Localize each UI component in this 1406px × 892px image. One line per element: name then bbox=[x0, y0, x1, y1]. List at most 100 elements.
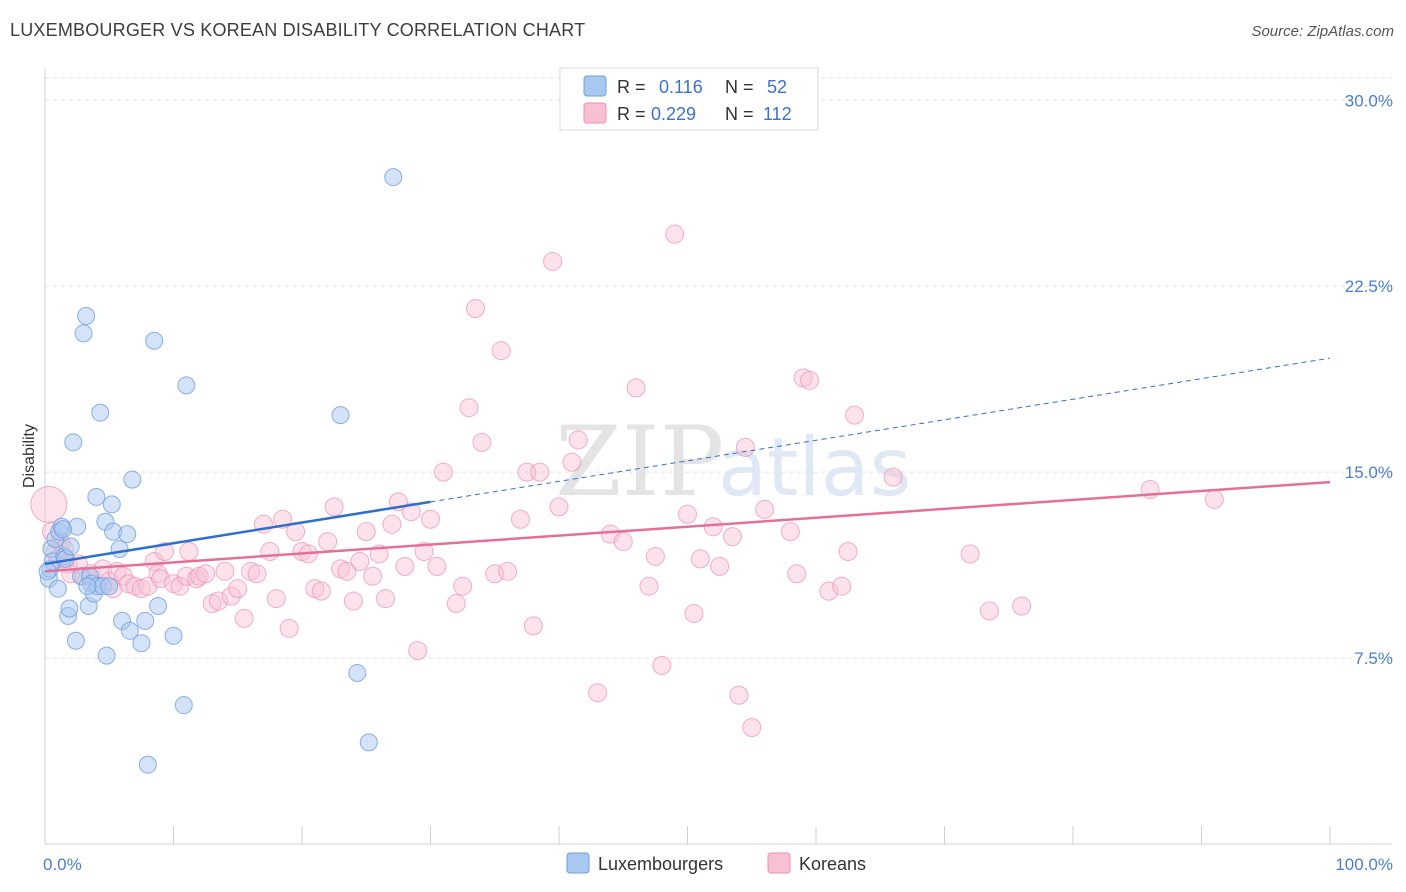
koreans-point bbox=[735, 437, 755, 457]
legend-n-koreans: 112 bbox=[763, 104, 792, 124]
koreans-point bbox=[498, 561, 518, 581]
series-legend-luxembourgers: Luxembourgers bbox=[598, 854, 723, 874]
koreans-point bbox=[208, 591, 228, 611]
chart-title: LUXEMBOURGER VS KOREAN DISABILITY CORREL… bbox=[10, 20, 586, 40]
koreans-point bbox=[343, 591, 363, 611]
axes bbox=[44, 68, 1392, 845]
x-tick-label: 100.0% bbox=[1335, 855, 1393, 874]
y-tick-label: 22.5% bbox=[1345, 277, 1393, 296]
luxembourgers-point bbox=[132, 634, 151, 653]
luxembourgers-points bbox=[38, 168, 403, 774]
koreans-point bbox=[382, 514, 402, 534]
koreans-point bbox=[960, 544, 980, 564]
koreans-point bbox=[787, 564, 807, 584]
series-legend-swatch-luxembourgers bbox=[566, 852, 590, 874]
koreans-point bbox=[832, 576, 852, 596]
koreans-point bbox=[665, 224, 685, 244]
koreans-point bbox=[151, 569, 171, 589]
koreans-point bbox=[549, 497, 569, 517]
koreans-point bbox=[324, 497, 344, 517]
koreans-point bbox=[311, 581, 331, 601]
luxembourgers-point bbox=[348, 663, 367, 682]
luxembourgers-point bbox=[359, 733, 378, 752]
koreans-point bbox=[279, 618, 299, 638]
legend-swatch-koreans bbox=[583, 102, 607, 124]
koreans-trend-line bbox=[44, 480, 1331, 573]
koreans-point bbox=[318, 532, 338, 552]
koreans-point bbox=[337, 561, 357, 581]
koreans-point bbox=[453, 576, 473, 596]
koreans-point bbox=[510, 509, 530, 529]
luxembourgers-point bbox=[138, 755, 157, 774]
trend-lines bbox=[44, 357, 1331, 573]
luxembourgers-point bbox=[136, 611, 155, 630]
legend-r-label: R = bbox=[617, 77, 646, 97]
koreans-point bbox=[228, 579, 248, 599]
koreans-point bbox=[260, 541, 280, 561]
koreans-point bbox=[221, 586, 241, 606]
koreans-point bbox=[838, 541, 858, 561]
koreans-point bbox=[472, 432, 492, 452]
legend-n-label: N = bbox=[725, 77, 754, 97]
series-legend: Luxembourgers Koreans bbox=[566, 852, 866, 874]
luxembourgers-point bbox=[53, 520, 72, 539]
koreans-point bbox=[187, 569, 207, 589]
legend-r-luxembourgers: 0.116 bbox=[659, 77, 703, 97]
luxembourgers-point bbox=[102, 495, 121, 514]
koreans-point bbox=[979, 601, 999, 621]
koreans-point bbox=[30, 485, 68, 523]
koreans-point bbox=[568, 430, 588, 450]
luxembourgers-trend-line bbox=[44, 500, 431, 566]
series-legend-koreans: Koreans bbox=[799, 854, 866, 874]
koreans-point bbox=[1204, 489, 1224, 509]
koreans-point bbox=[588, 683, 608, 703]
source-credit: Source: ZipAtlas.com bbox=[1251, 23, 1394, 40]
luxembourgers-point bbox=[118, 525, 137, 544]
koreans-point bbox=[883, 467, 903, 487]
koreans-point bbox=[234, 608, 254, 628]
koreans-point bbox=[414, 541, 434, 561]
koreans-point bbox=[845, 405, 865, 425]
luxembourgers-point bbox=[60, 599, 79, 618]
koreans-point bbox=[626, 378, 646, 398]
koreans-point bbox=[755, 499, 775, 519]
koreans-point bbox=[144, 551, 164, 571]
koreans-point bbox=[729, 685, 749, 705]
koreans-point bbox=[408, 641, 428, 661]
luxembourgers-point bbox=[384, 168, 403, 187]
luxembourgers-point bbox=[97, 646, 116, 665]
correlation-legend: R = 0.116 N = 52 R = 0.229 N = 112 bbox=[559, 67, 819, 131]
koreans-point bbox=[562, 452, 582, 472]
koreans-point bbox=[703, 517, 723, 537]
koreans-point bbox=[652, 656, 672, 676]
y-tick-label: 30.0% bbox=[1345, 91, 1393, 110]
koreans-point bbox=[170, 576, 190, 596]
koreans-point bbox=[459, 398, 479, 418]
koreans-point bbox=[266, 589, 286, 609]
legend-swatch-luxembourgers bbox=[583, 75, 607, 97]
koreans-point bbox=[613, 532, 633, 552]
koreans-point bbox=[446, 594, 466, 614]
luxembourgers-point bbox=[123, 470, 142, 489]
watermark-zip: ZIP bbox=[555, 406, 724, 518]
koreans-point bbox=[639, 576, 659, 596]
series-legend-swatch-koreans bbox=[767, 852, 791, 874]
luxembourgers-point bbox=[91, 403, 110, 422]
luxembourgers-point bbox=[61, 537, 80, 556]
koreans-point bbox=[800, 370, 820, 390]
koreans-point bbox=[215, 561, 235, 581]
koreans-point bbox=[710, 556, 730, 576]
legend-n-label: N = bbox=[725, 104, 754, 124]
koreans-point bbox=[523, 616, 543, 636]
luxembourgers-point bbox=[177, 376, 196, 395]
luxembourgers-point bbox=[66, 631, 85, 650]
koreans-point bbox=[376, 589, 396, 609]
watermark: ZIP atlas bbox=[555, 406, 911, 518]
x-tick-labels: 0.0% 100.0% bbox=[43, 855, 1393, 874]
koreans-point bbox=[401, 502, 421, 522]
y-tick-label: 15.0% bbox=[1345, 463, 1393, 482]
koreans-point bbox=[356, 522, 376, 542]
luxembourgers-point bbox=[64, 433, 83, 452]
koreans-point bbox=[543, 251, 563, 271]
